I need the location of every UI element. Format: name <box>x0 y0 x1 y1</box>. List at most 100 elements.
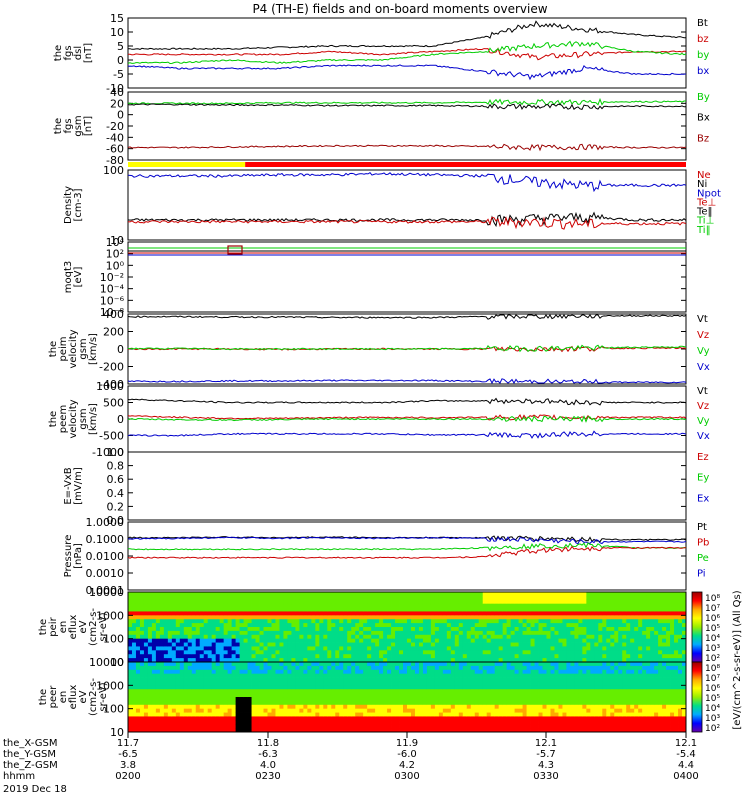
series-Vy <box>127 344 687 353</box>
spectrogram-cell <box>275 619 280 624</box>
spectrogram-cell <box>422 599 428 605</box>
spectrogram-cell <box>163 654 169 659</box>
spectrogram-cell <box>363 669 368 675</box>
spectrogram-cell <box>494 654 500 659</box>
spectrogram-cell <box>482 708 488 713</box>
spectrogram-cell <box>438 627 444 632</box>
spectrogram-cell <box>235 724 240 729</box>
spectrogram-cell <box>514 704 519 710</box>
spectrogram-cell <box>327 689 332 694</box>
spectrogram-cell <box>574 697 579 702</box>
spectrogram-cell <box>638 646 643 651</box>
spectrogram-cell <box>283 708 288 713</box>
spectrogram-cell <box>259 658 264 663</box>
spectrogram-cell <box>203 650 209 655</box>
spectrogram-cell <box>510 685 516 690</box>
spectrogram-cell <box>650 619 655 624</box>
spectrogram-cell <box>203 693 209 698</box>
spectrogram-cell <box>167 669 173 675</box>
spectrogram-cell <box>207 611 213 616</box>
spectrogram-cell <box>614 630 619 636</box>
spectrogram-cell <box>367 716 372 721</box>
spectrogram-cell <box>307 638 312 643</box>
spectrogram-cell <box>470 615 476 620</box>
y-tick-label: 10⁻⁴ <box>100 283 125 296</box>
spectrogram-cell <box>638 658 643 663</box>
spectrogram-cell <box>462 623 468 628</box>
spectrogram-cell <box>418 677 424 682</box>
y-tick-label: 10 <box>110 26 124 39</box>
spectrogram-cell <box>403 716 408 721</box>
spectrogram-cell <box>586 669 591 675</box>
spectrogram-cell <box>167 642 173 647</box>
spectrogram-cell <box>674 638 679 643</box>
spectrogram-cell <box>522 712 527 717</box>
spectrogram-cell <box>618 634 623 640</box>
spectrogram-cell <box>191 611 197 616</box>
spectrogram-cell <box>335 697 340 702</box>
spectrogram-cell <box>207 665 213 671</box>
spectrogram-cell <box>363 634 368 640</box>
spectrogram-cell <box>534 720 539 725</box>
spectrogram-cell <box>594 704 599 710</box>
spectrogram-cell <box>474 630 480 636</box>
spectrogram-cell <box>450 697 456 702</box>
spectrogram-cell <box>598 693 603 698</box>
spectrogram-cell <box>407 662 412 667</box>
spectrogram-cell <box>239 627 244 632</box>
spectrogram-cell <box>418 627 424 632</box>
spectrogram-cell <box>363 619 368 624</box>
spectrogram-cell <box>626 599 631 605</box>
spectrogram-cell <box>235 708 240 713</box>
spectrogram-cell <box>319 599 324 605</box>
spectrogram-cell <box>195 685 201 690</box>
spectrogram-cell <box>179 685 185 690</box>
spectrogram-cell <box>498 728 504 733</box>
spectrogram-cell <box>175 627 181 632</box>
spectrogram-cell <box>486 693 492 698</box>
spectrogram-cell <box>395 728 400 733</box>
spectrogram-cell <box>171 677 177 682</box>
spectrogram-cell <box>183 708 189 713</box>
spectrogram-cell <box>335 650 340 655</box>
spectrogram-cell <box>343 689 348 694</box>
spectrogram-cell <box>682 599 687 605</box>
spectrogram-cell <box>379 728 384 733</box>
legend-Bt: Bt <box>697 18 708 29</box>
spectrogram-cell <box>307 700 312 706</box>
spectrogram-cell <box>383 595 388 601</box>
spectrogram-cell <box>590 603 595 608</box>
spectrogram-cell <box>430 693 436 698</box>
spectrogram-cell <box>490 677 496 682</box>
spectrogram-cell <box>514 592 519 597</box>
spectrogram-cell <box>351 634 356 640</box>
spectrogram-cell <box>554 673 559 678</box>
spectrogram-cell <box>315 720 320 725</box>
spectrogram-cell <box>303 665 308 671</box>
spectrogram-cell <box>239 708 244 713</box>
spectrogram-cell <box>191 619 197 624</box>
spectrogram-cell <box>646 607 651 612</box>
spectrogram-cell <box>379 642 384 647</box>
spectrogram-cell <box>179 720 185 725</box>
spectrogram-cell <box>155 619 161 624</box>
spectrogram-cell <box>450 599 456 605</box>
spectrogram-cell <box>131 654 137 659</box>
spectrogram-cell <box>255 700 260 706</box>
spectrogram-cell <box>335 599 340 605</box>
spectrogram-cell <box>187 654 193 659</box>
spectrogram-cell <box>371 638 376 643</box>
spectrogram-cell <box>399 700 404 706</box>
spectrogram-cell <box>550 654 555 659</box>
spectrogram-cell <box>211 662 217 667</box>
spectrogram-cell <box>530 646 535 651</box>
spectrogram-cell <box>470 665 476 671</box>
spectrogram-cell <box>558 724 563 729</box>
spectrogram-cell <box>235 650 240 655</box>
spectrogram-cell <box>530 634 535 640</box>
spectrogram-cell <box>430 634 436 640</box>
legend-bx: bx <box>697 66 709 77</box>
spectrogram-cell <box>474 615 480 620</box>
spectrogram-cell <box>279 689 284 694</box>
spectrogram-cell <box>418 708 424 713</box>
